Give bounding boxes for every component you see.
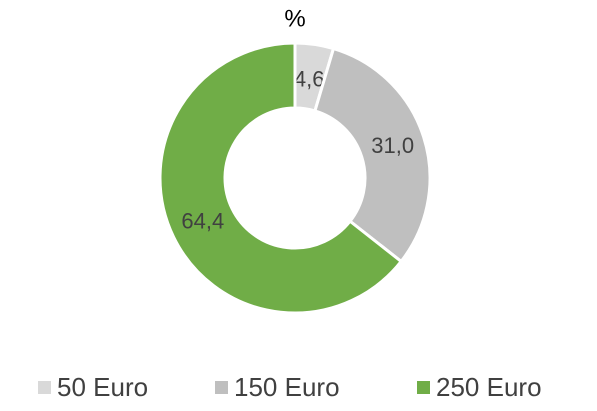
legend-swatch bbox=[417, 381, 430, 394]
legend-label: 150 Euro bbox=[234, 372, 340, 402]
data-label: 4,6 bbox=[294, 66, 325, 91]
chart-title: % bbox=[284, 5, 305, 32]
data-label: 64,4 bbox=[181, 209, 224, 234]
donut-slice bbox=[313, 46, 432, 264]
legend-label: 250 Euro bbox=[436, 372, 542, 402]
donut-slice bbox=[158, 41, 404, 315]
legend-label: 50 Euro bbox=[57, 372, 148, 402]
legend-swatch bbox=[215, 381, 228, 394]
legend-swatch bbox=[38, 381, 51, 394]
data-label: 31,0 bbox=[371, 133, 414, 158]
